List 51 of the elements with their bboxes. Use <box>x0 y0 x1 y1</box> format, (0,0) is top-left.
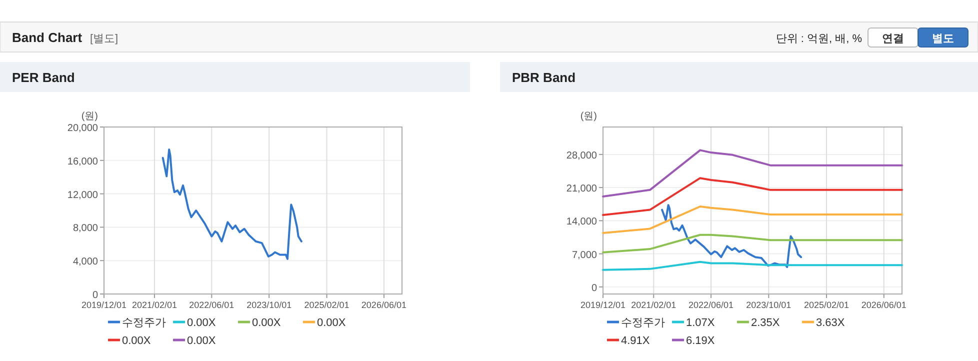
chart-title: PER Band <box>12 70 75 85</box>
line-series <box>602 205 903 234</box>
legend-label: 2.35X <box>751 317 780 329</box>
line-series <box>602 149 903 198</box>
legend-label: 6.19X <box>686 335 716 347</box>
y-tick-label: 28,000 <box>566 150 598 162</box>
y-tick-label: 21,000 <box>566 184 598 195</box>
line-series <box>162 148 302 260</box>
y-tick-label: 14,000 <box>566 216 598 228</box>
line-series <box>602 234 903 254</box>
chart-title: PBR Band <box>512 70 576 85</box>
legend-label: 3.63X <box>816 317 846 329</box>
x-tick-label: 2023/10/01 <box>246 300 292 310</box>
y-axis-title: (원) <box>580 111 597 122</box>
legend-label: 1.07X <box>686 317 716 329</box>
x-tick-label: 2021/02/01 <box>132 300 177 310</box>
line-series <box>602 177 903 216</box>
legend-label: 0.00X <box>252 317 282 329</box>
legend-label: 0.00X <box>187 317 216 329</box>
y-axis-title: (원) <box>81 111 98 122</box>
x-tick-label: 2022/06/01 <box>688 300 734 310</box>
x-tick-label: 2026/06/01 <box>861 300 906 310</box>
text: 별도 <box>932 33 954 45</box>
y-tick-label: 4,000 <box>72 256 98 268</box>
text: 연결 <box>882 33 904 45</box>
text: 단위 : 억원, 배, % <box>776 33 862 45</box>
y-tick-label: 0 <box>92 290 98 301</box>
legend-label: 4.91X <box>621 335 650 347</box>
x-tick-label: 2025/02/01 <box>804 300 850 310</box>
y-tick-label: 0 <box>591 282 598 294</box>
legend-label: 0.00X <box>317 317 346 329</box>
legend-label: 0.00X <box>187 335 216 347</box>
legend-label: 0.00X <box>122 335 152 347</box>
line-series <box>602 260 903 271</box>
y-tick-label: 7,000 <box>572 250 598 261</box>
text: [별도] <box>90 33 118 45</box>
legend-label: 수정주가 <box>122 317 166 329</box>
text: Band Chart <box>12 30 83 45</box>
legend-label: 수정주가 <box>621 317 665 329</box>
y-tick-label: 8,000 <box>72 223 98 234</box>
x-tick-label: 2023/10/01 <box>746 300 792 310</box>
y-tick-label: 16,000 <box>67 156 98 168</box>
line-series <box>661 204 802 268</box>
y-tick-label: 20,000 <box>67 123 98 134</box>
x-tick-label: 2026/06/01 <box>361 300 406 310</box>
x-tick-label: 2019/12/01 <box>580 300 626 310</box>
x-tick-label: 2022/06/01 <box>189 300 234 310</box>
x-tick-label: 2021/02/01 <box>631 300 676 310</box>
x-tick-label: 2025/02/01 <box>304 300 350 310</box>
y-tick-label: 12,000 <box>67 190 98 201</box>
x-tick-label: 2019/12/01 <box>81 300 127 310</box>
